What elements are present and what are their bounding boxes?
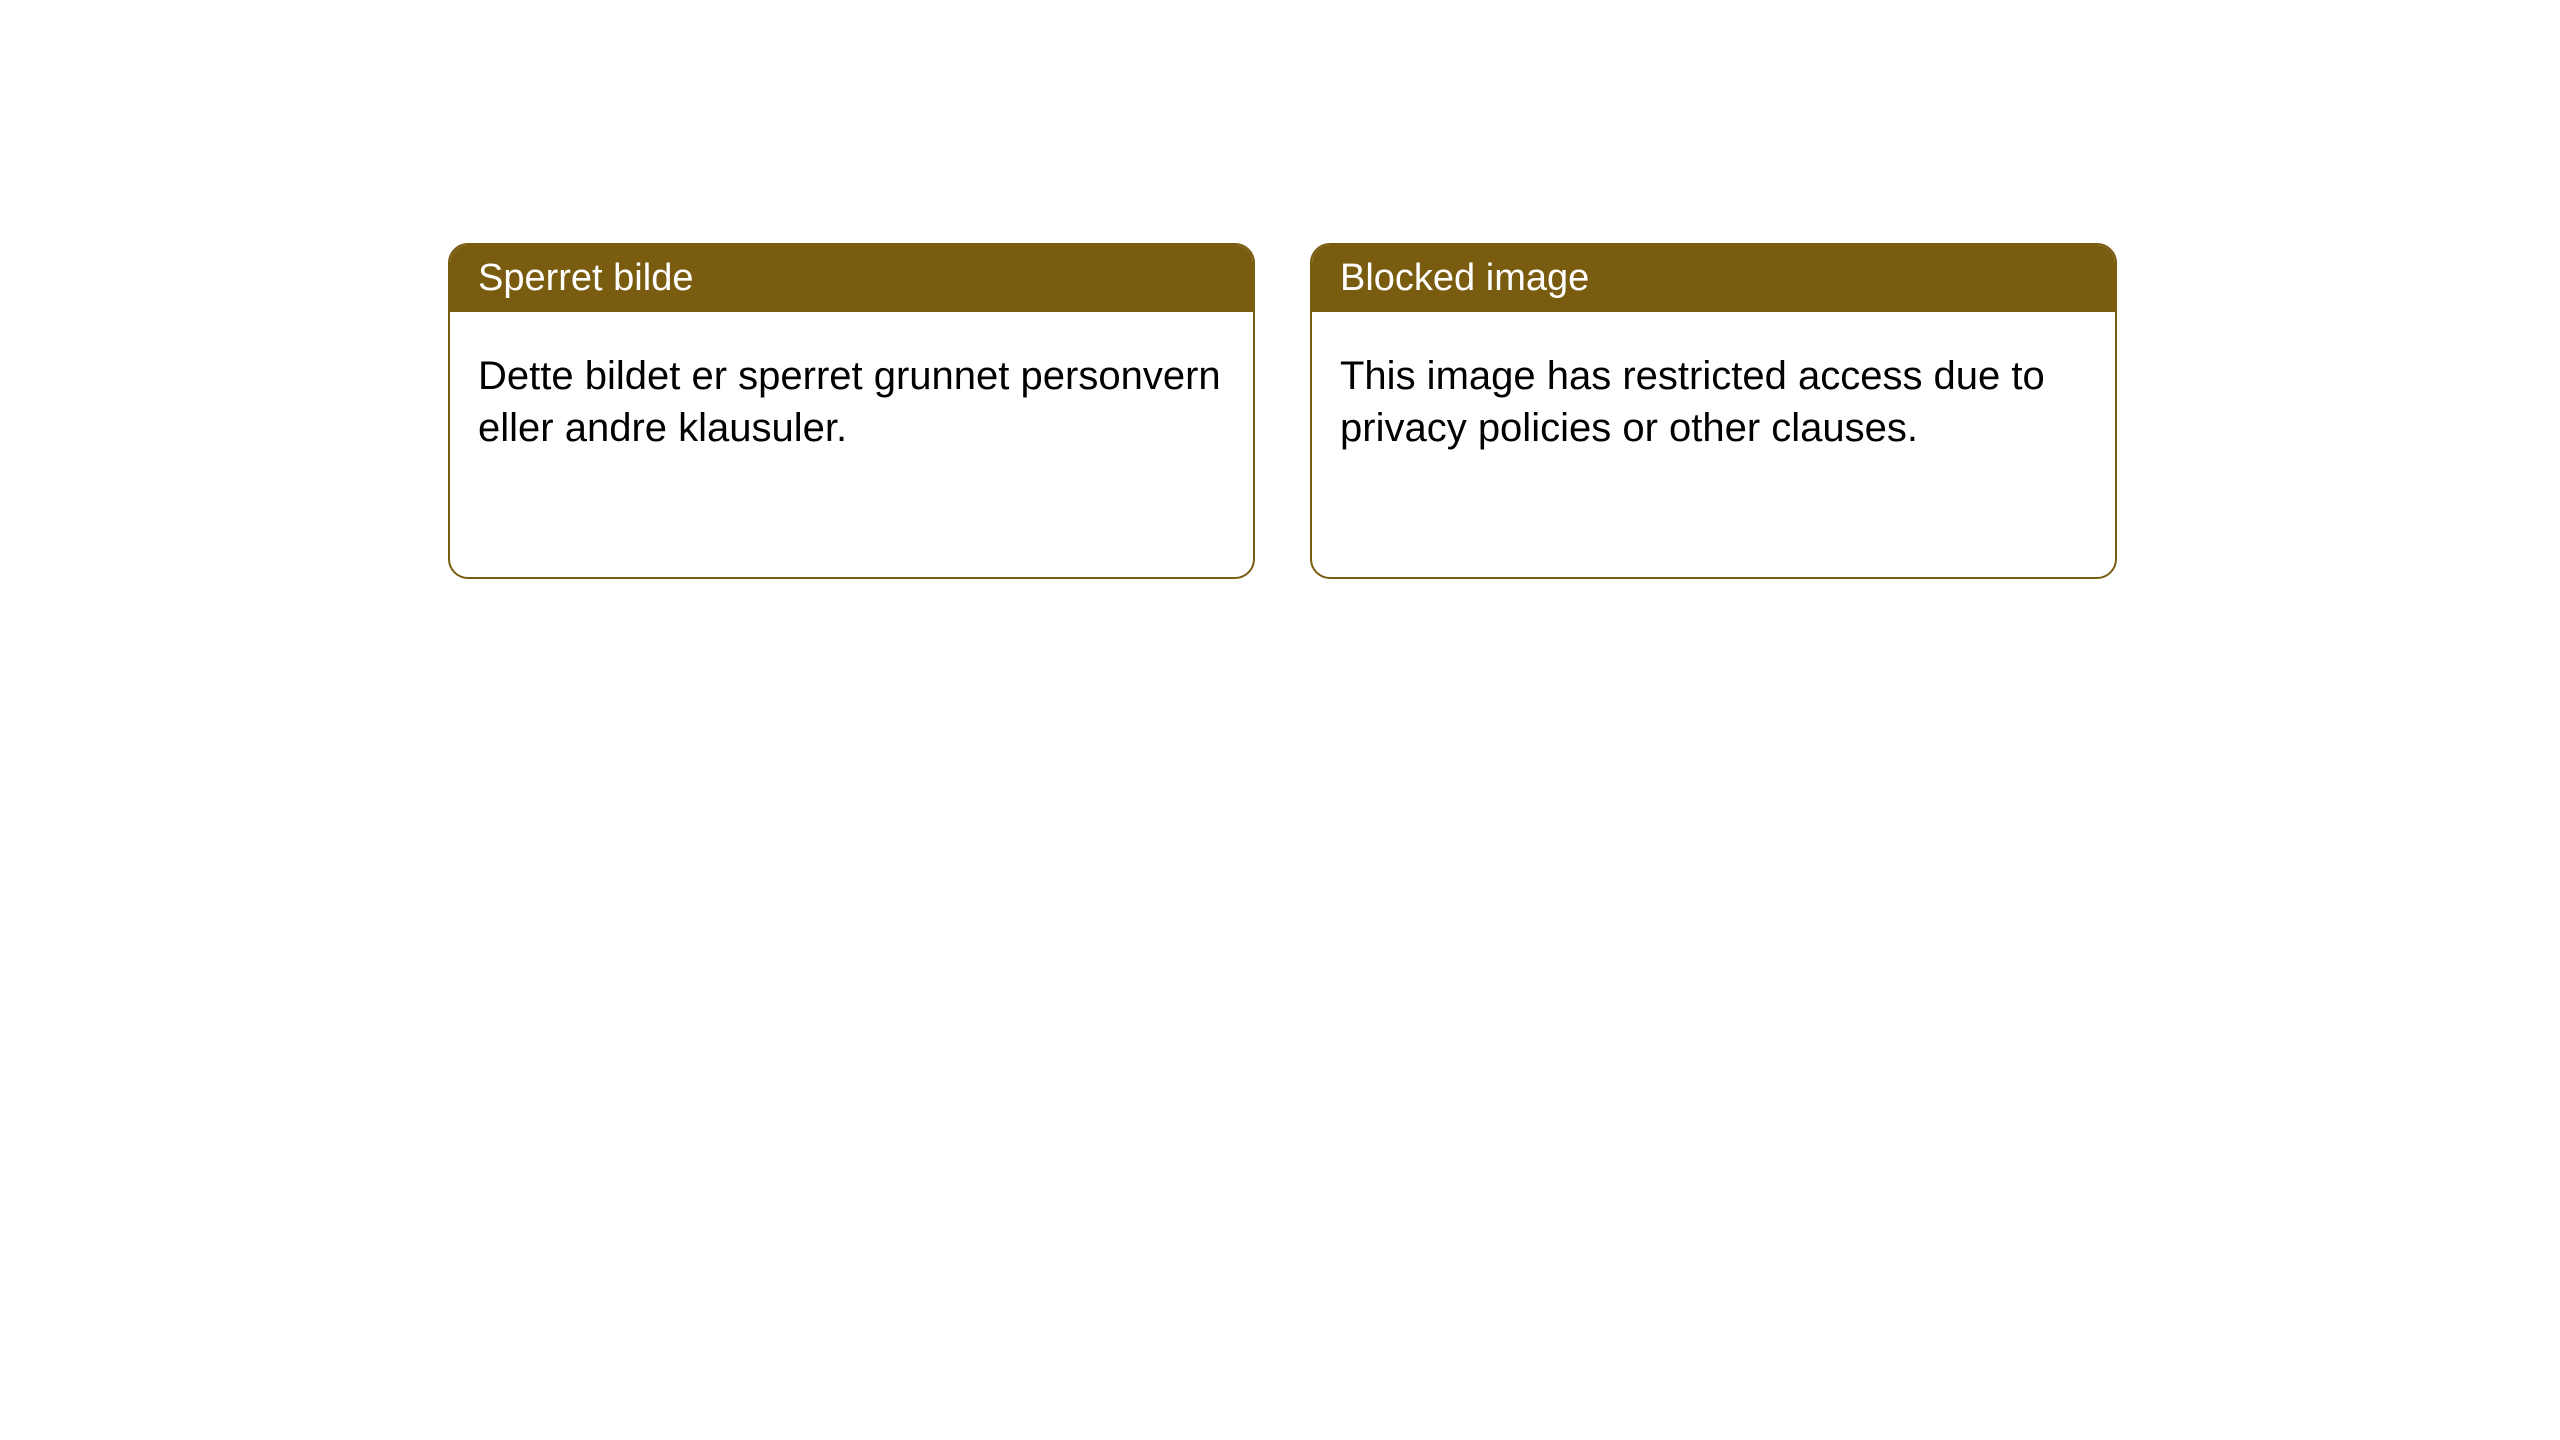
notice-body-norwegian: Dette bildet er sperret grunnet personve… <box>450 312 1253 492</box>
notice-card-norwegian: Sperret bilde Dette bildet er sperret gr… <box>448 243 1255 579</box>
notice-body-english: This image has restricted access due to … <box>1312 312 2115 492</box>
notice-container: Sperret bilde Dette bildet er sperret gr… <box>0 0 2560 579</box>
notice-title-norwegian: Sperret bilde <box>450 245 1253 312</box>
notice-title-english: Blocked image <box>1312 245 2115 312</box>
notice-card-english: Blocked image This image has restricted … <box>1310 243 2117 579</box>
